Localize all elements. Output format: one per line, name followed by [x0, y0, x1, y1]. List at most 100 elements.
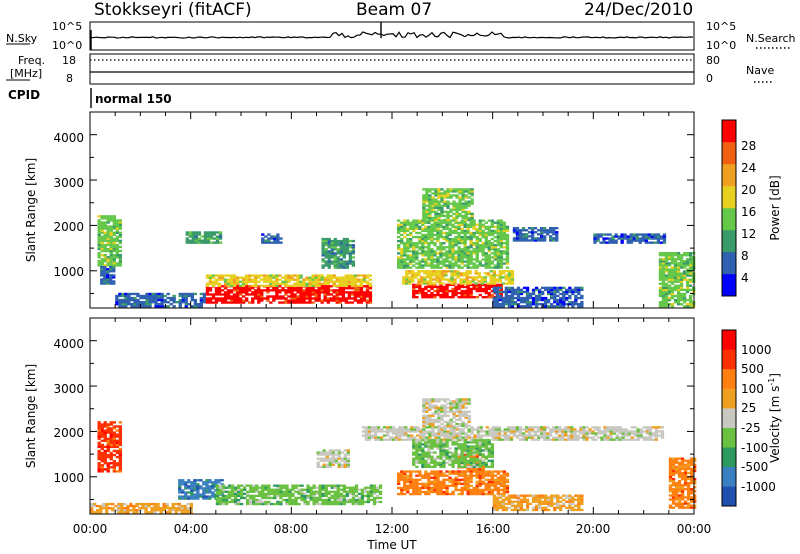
heatmap-cell — [469, 235, 473, 239]
heatmap-cell — [303, 488, 307, 491]
heatmap-cell — [445, 296, 449, 299]
heatmap-cell — [552, 428, 556, 431]
heatmap-cell — [106, 423, 110, 426]
heatmap-cell — [481, 480, 485, 484]
heatmap-cell — [308, 301, 312, 304]
heatmap-cell — [111, 507, 115, 510]
heatmap-cell — [130, 305, 134, 308]
heatmap-cell — [522, 290, 527, 294]
heatmap-cell — [273, 239, 277, 242]
heatmap-cell — [115, 425, 120, 428]
heatmap-cell — [347, 295, 352, 298]
heatmap-cell — [260, 278, 264, 281]
heatmap-cell — [555, 426, 559, 429]
heatmap-cell — [477, 276, 481, 279]
heatmap-cell — [319, 459, 323, 462]
heatmap-cell — [97, 421, 101, 424]
heatmap-cell — [502, 237, 507, 241]
heatmap-cell — [424, 291, 428, 295]
heatmap-cell — [603, 430, 607, 433]
heatmap-cell — [406, 227, 410, 231]
heatmap-cell — [229, 297, 234, 300]
heatmap-cell — [438, 280, 442, 283]
heatmap-cell — [431, 204, 435, 207]
heatmap-cell — [546, 436, 550, 439]
heatmap-cell — [484, 256, 488, 259]
heatmap-cell — [424, 246, 428, 249]
heatmap-cell — [133, 305, 137, 308]
heatmap-cell — [419, 436, 423, 439]
heatmap-cell — [211, 297, 216, 300]
heatmap-cell — [290, 276, 294, 279]
heatmap-cell — [335, 278, 339, 281]
heatmap-cell — [597, 430, 601, 433]
heatmap-cell — [234, 490, 238, 493]
heatmap-cell — [421, 229, 425, 233]
heatmap-cell — [218, 496, 223, 500]
heatmap-cell — [386, 438, 390, 441]
heatmap-cell — [100, 439, 104, 442]
heatmap-cell — [97, 455, 101, 459]
heatmap-cell — [302, 284, 306, 287]
heatmap-cell — [252, 496, 256, 500]
heatmap-cell — [457, 227, 461, 231]
heatmap-cell — [510, 286, 515, 290]
heatmap-cell — [97, 260, 101, 263]
heatmap-cell — [103, 431, 107, 434]
heatmap-cell — [597, 428, 601, 431]
heatmap-cell — [455, 206, 459, 209]
heatmap-cell — [368, 301, 373, 304]
heatmap-cell — [662, 241, 667, 244]
heatmap-cell — [323, 280, 327, 283]
heatmap-cell — [676, 288, 681, 292]
heatmap-cell — [214, 479, 218, 482]
heatmap-cell — [469, 237, 473, 241]
heatmap-cell — [478, 219, 482, 222]
heatmap-cell — [433, 478, 437, 481]
heatmap-cell — [174, 511, 178, 514]
heatmap-cell — [342, 486, 347, 489]
heatmap-cell — [430, 235, 434, 239]
heatmap-cell — [469, 484, 473, 488]
heatmap-cell — [115, 221, 120, 224]
heatmap-cell — [496, 258, 501, 261]
heatmap-cell — [567, 426, 571, 429]
heatmap-cell — [531, 288, 536, 292]
heatmap-cell — [430, 283, 434, 287]
heatmap-cell — [667, 296, 672, 300]
heatmap-cell — [458, 198, 462, 201]
heatmap-cell — [178, 301, 182, 304]
heatmap-cell — [428, 218, 432, 222]
heatmap-cell — [363, 500, 368, 504]
heatmap-cell — [187, 485, 191, 488]
heatmap-cell — [202, 292, 207, 296]
heatmap-cell — [418, 287, 422, 291]
heatmap-cell — [324, 484, 328, 487]
heatmap-cell — [299, 284, 303, 287]
heatmap-cell — [412, 244, 416, 247]
heatmap-cell — [367, 436, 372, 439]
heatmap-cell — [112, 466, 117, 469]
heatmap-cell — [347, 297, 352, 300]
heatmap-cell — [239, 276, 243, 279]
heatmap-cell — [249, 484, 253, 487]
heatmap-cell — [187, 497, 191, 500]
heatmap-cell — [481, 289, 485, 293]
heatmap-cell — [415, 289, 419, 293]
heatmap-cell — [685, 252, 690, 255]
heatmap-cell — [645, 436, 650, 439]
heatmap-cell — [533, 227, 538, 230]
heatmap-cell — [682, 294, 687, 298]
heatmap-cell — [348, 239, 353, 243]
heatmap-cell — [261, 502, 265, 506]
heatmap-cell — [403, 244, 407, 247]
heatmap-cell — [505, 262, 510, 265]
heatmap-cell — [162, 502, 166, 506]
heatmap-cell — [415, 223, 419, 226]
heatmap-cell — [232, 289, 237, 292]
heatmap-cell — [317, 282, 321, 285]
heatmap-cell — [492, 286, 497, 290]
heatmap-cell — [205, 297, 210, 300]
heatmap-cell — [621, 432, 625, 435]
heatmap-cell — [540, 227, 544, 230]
